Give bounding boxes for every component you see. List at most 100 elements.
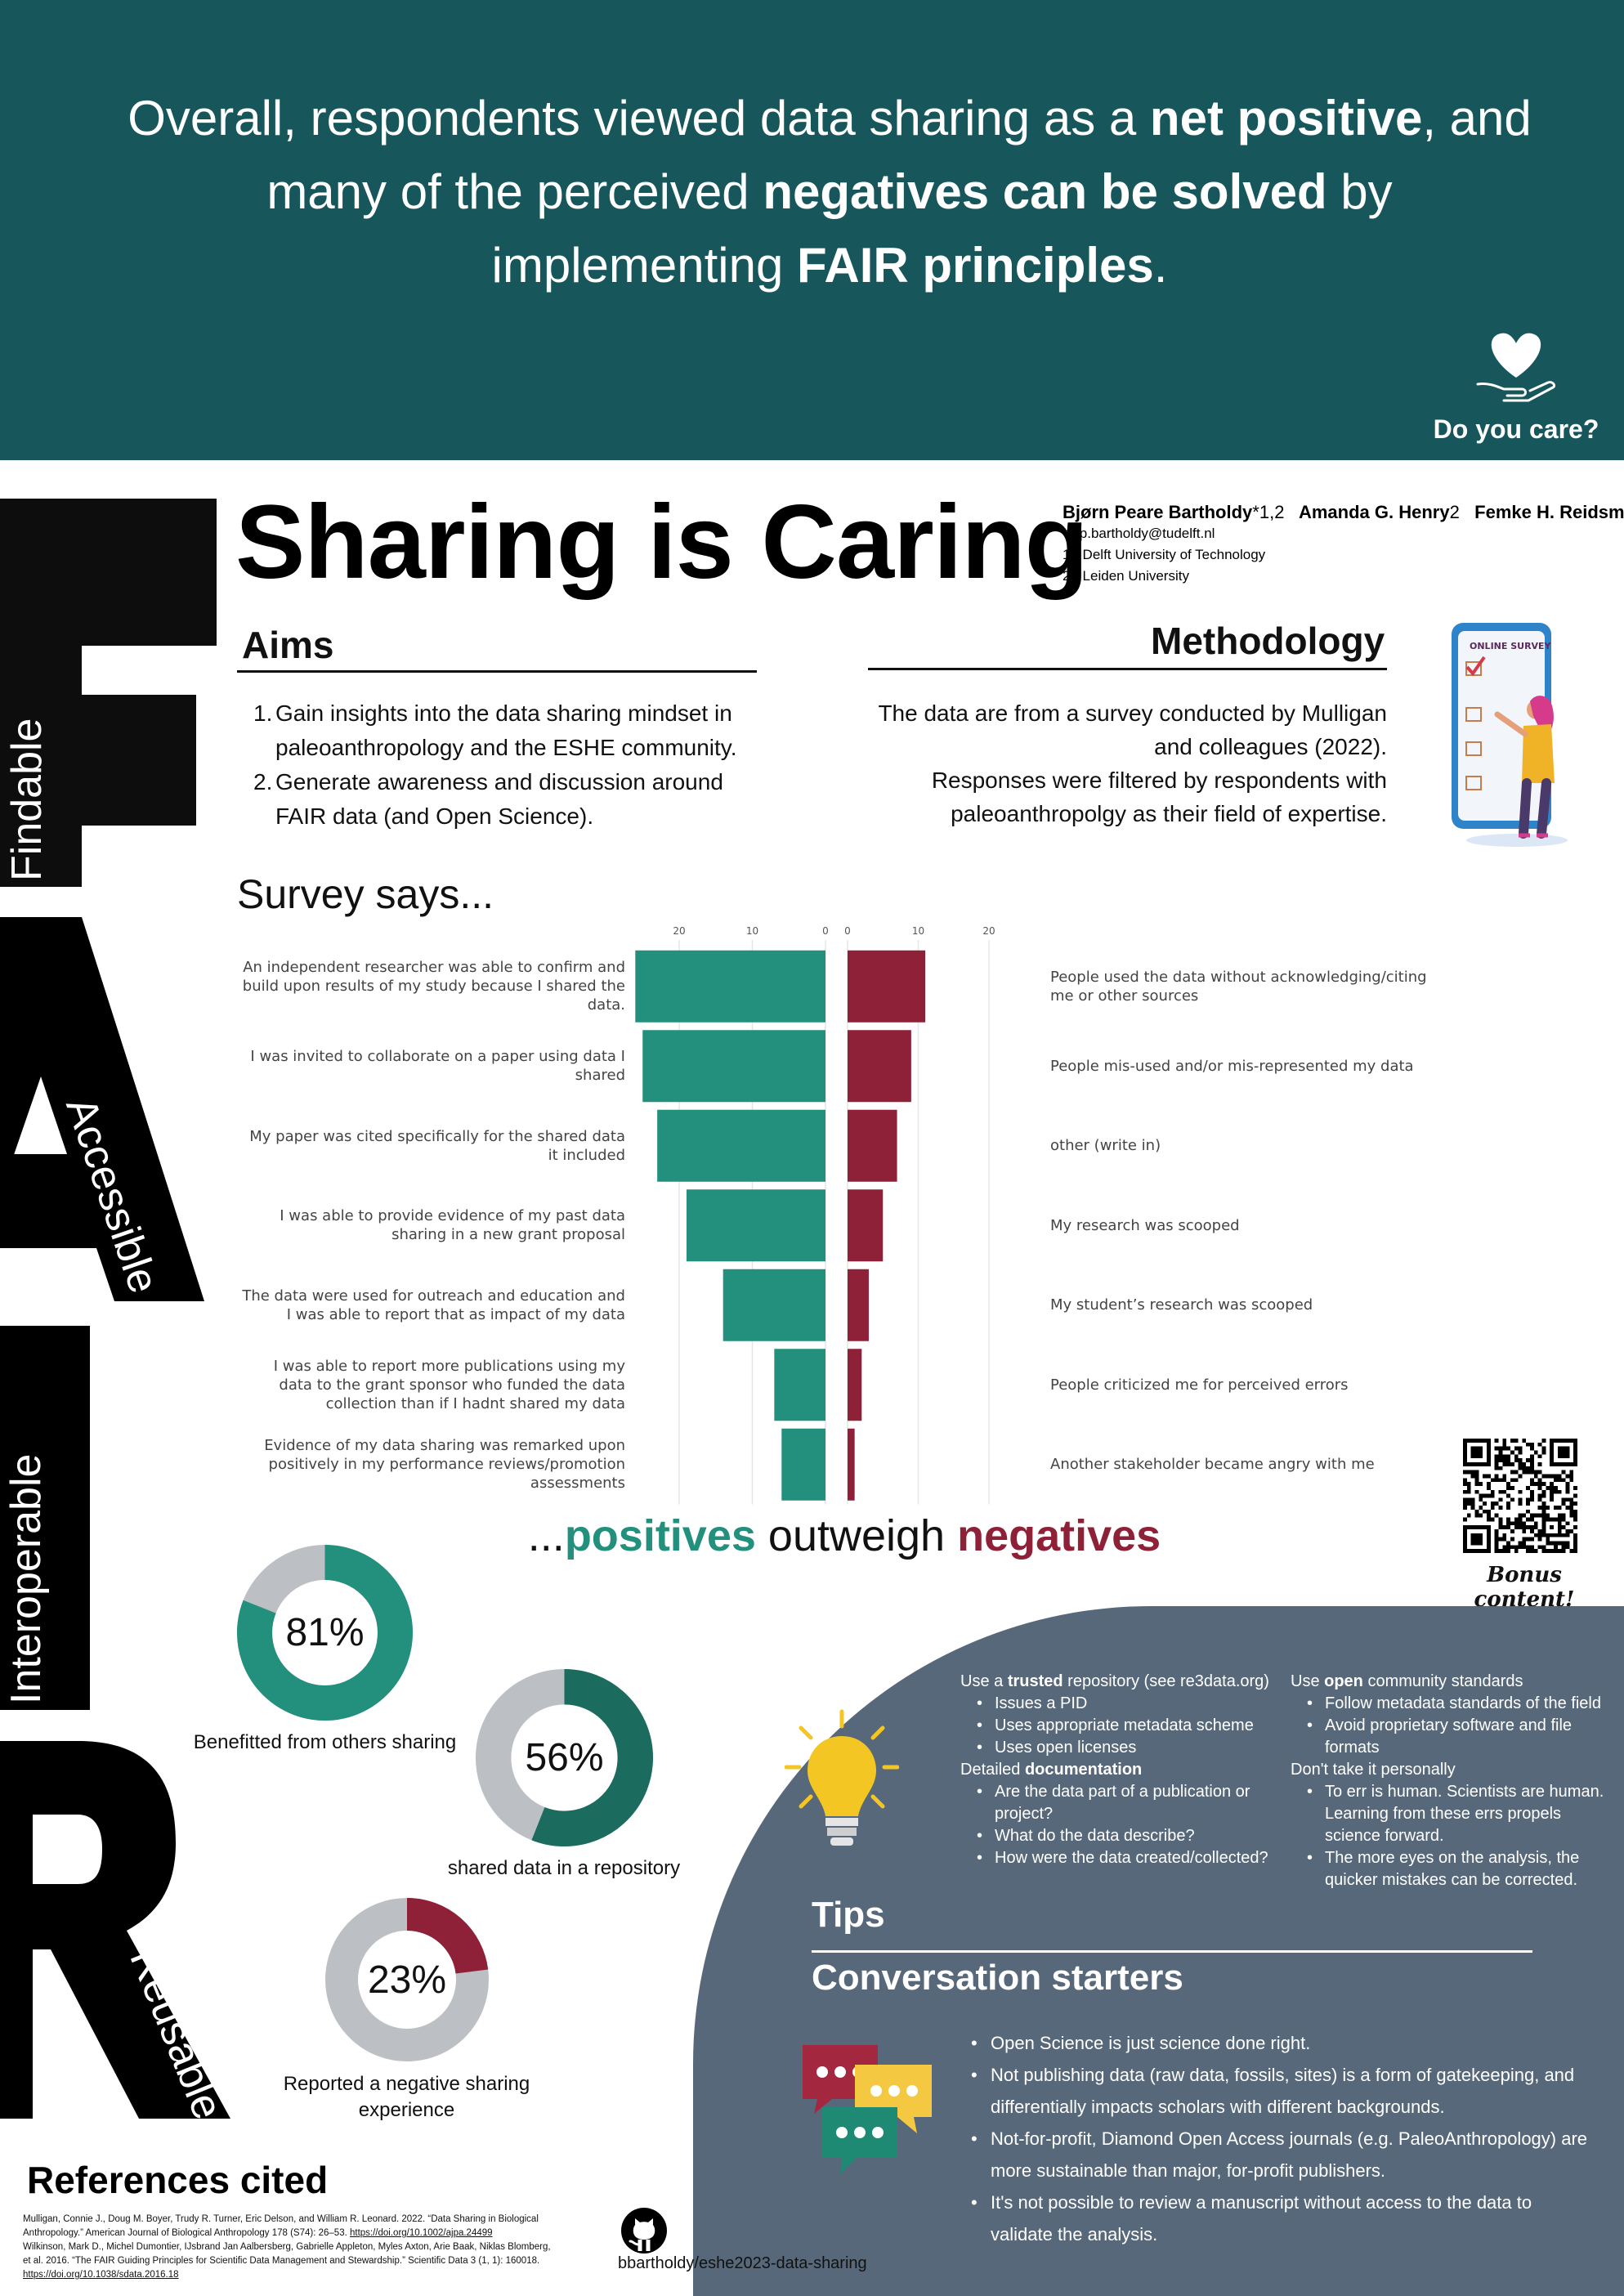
category-label-positive: I was able to report more publications u…: [273, 1357, 625, 1412]
aims-item: 2. Generate awareness and discussion arou…: [253, 769, 723, 829]
tips-column-1: Use a trusted repository (see re3data.or…: [960, 1671, 1283, 1869]
bar-positive: [774, 1349, 825, 1421]
author-affiliation-index: *1,2: [1252, 502, 1285, 522]
header-banner: Overall, respondents viewed data sharing…: [0, 0, 1624, 460]
github-icon[interactable]: [619, 2205, 669, 2256]
open-standards-list: Follow metadata standards of the field A…: [1307, 1693, 1616, 1759]
list-item: The more eyes on the analysis, the quick…: [1307, 1847, 1616, 1891]
online-survey-illustration: ONLINE SURVEY: [1452, 623, 1568, 847]
author-name: Amanda G. Henry: [1298, 502, 1450, 522]
author-affiliation-index: 2: [1449, 502, 1460, 522]
author-block: Bjørn Peare Bartholdy*1,2 Amanda G. Henr…: [1063, 502, 1624, 587]
donut-arc: [237, 1545, 413, 1721]
category-label-negative: People criticized me for perceived error…: [1050, 1376, 1349, 1394]
tick-label: 20: [673, 925, 685, 937]
bar-positive: [657, 1109, 825, 1182]
speech-bubbles-icon: [803, 2045, 932, 2174]
author-email: *b.p.bartholdy@tudelft.nl: [1063, 526, 1215, 541]
fair-letter-a: [0, 917, 204, 1301]
bar-positive: [642, 1030, 825, 1103]
banner-text: implementing: [491, 238, 798, 293]
lightbulb-icon: [785, 1709, 899, 1846]
bar-negative: [848, 1030, 911, 1103]
donut-arc: [475, 1668, 654, 1847]
banner-statement: Overall, respondents viewed data sharing…: [98, 82, 1561, 302]
conversation-list: Open Science is just science done right.…: [971, 2027, 1592, 2250]
survey-title: Survey says...: [237, 871, 494, 917]
survey-graphic-label: ONLINE SURVEY: [1470, 641, 1552, 651]
aims-rule: [237, 670, 757, 673]
methodology-heading: Methodology: [1151, 620, 1385, 662]
outweigh-text: outweigh: [755, 1511, 958, 1560]
outweigh-caption: ...positives outweigh negatives: [0, 1511, 1624, 1561]
affiliation-1: 1 - Delft University of Technology: [1063, 547, 1266, 562]
category-label-positive: I was invited to collaborate on a paper …: [250, 1048, 625, 1085]
list-item: Issues a PID: [977, 1693, 1283, 1715]
bar-positive: [686, 1189, 825, 1262]
author-name: Femke H. Reidsma: [1474, 502, 1624, 522]
donut-caption: Benefitted from others sharing: [193, 1731, 457, 1753]
list-item: Uses appropriate metadata scheme: [977, 1715, 1283, 1737]
donut-arc: [325, 1898, 489, 2061]
tick-label: 10: [912, 925, 924, 937]
repo-link[interactable]: bbartholdy/eshe2023-data-sharing: [618, 2254, 867, 2272]
donut-chart: [325, 1898, 489, 2061]
methodology-text: The data are from a survey conducted by …: [850, 696, 1387, 830]
category-label-negative: People mis-used and/or mis-represented m…: [1050, 1057, 1414, 1075]
donut-benefitted: 81%: [237, 1545, 413, 1721]
bar-negative: [848, 950, 926, 1023]
donut-caption: Reported a negative sharing experience: [283, 2073, 530, 2121]
aims-list: 1. Gain insights into the data sharing mi…: [253, 696, 776, 834]
methodology-paragraph: Responses were filtered by respondents w…: [931, 768, 1387, 826]
fair-word-findable: Findable: [3, 718, 51, 881]
outweigh-negatives: negatives: [957, 1511, 1161, 1560]
list-item: Follow metadata standards of the field: [1307, 1693, 1616, 1715]
bar-negative: [848, 1109, 897, 1182]
banner-emphasis: negatives can be solved: [763, 164, 1327, 219]
banner-text: many of the perceived: [266, 164, 763, 219]
bonus-label: Bonus content!: [1474, 1563, 1575, 1612]
fair-word-interoperable: Interoperable: [2, 1453, 50, 1704]
fair-letter-f: [0, 499, 217, 887]
bar-negative: [848, 1189, 884, 1262]
donut-value: 23%: [367, 1958, 447, 2002]
donut-value: 81%: [285, 1611, 365, 1654]
list-item: Not publishing data (raw data, fossils, …: [971, 2059, 1592, 2123]
bar-negative: [848, 1269, 869, 1341]
methodology-rule: [868, 668, 1387, 670]
conversation-heading: Conversation starters: [812, 1958, 1183, 1998]
tips-rule: [812, 1950, 1532, 1953]
banner-emphasis: FAIR principles: [797, 238, 1154, 293]
fair-letter-i: [0, 1326, 90, 1710]
tips-heading: Tips: [812, 1895, 885, 1935]
list-item: How were the data created/collected?: [977, 1847, 1283, 1869]
references-heading: References cited: [27, 2159, 329, 2201]
documentation-list: Are the data part of a publication or pr…: [977, 1781, 1283, 1869]
donut-chart: [237, 1545, 413, 1721]
category-label-negative: My student’s research was scooped: [1050, 1296, 1313, 1314]
fair-letter-r: [0, 1741, 230, 2119]
category-label-negative: other (write in): [1050, 1137, 1161, 1155]
tick-label: 0: [822, 925, 829, 937]
list-item: Open Science is just science done right.: [971, 2027, 1592, 2059]
aims-heading: Aims: [242, 624, 334, 666]
donut-chart: [475, 1668, 654, 1847]
list-item: To err is human. Scientists are human. L…: [1307, 1781, 1616, 1847]
qr-code[interactable]: [1463, 1439, 1577, 1553]
category-label-positive: The data were used for outreach and educ…: [242, 1287, 625, 1323]
bar-positive: [781, 1428, 825, 1501]
reference-item: Mulligan, Connie J., Doug M. Boyer, Trud…: [23, 2214, 539, 2238]
banner-emphasis: net positive: [1149, 91, 1423, 145]
author-names: Bjørn Peare Bartholdy*1,2 Amanda G. Henr…: [1063, 502, 1624, 523]
personal-list: To err is human. Scientists are human. L…: [1307, 1781, 1616, 1891]
banner-text: Overall, respondents viewed data sharing…: [128, 91, 1150, 145]
reference-link[interactable]: https://doi.org/10.1002/ajpa.24499: [349, 2228, 493, 2238]
reference-link[interactable]: https://doi.org/10.1038/sdata.2016.18: [23, 2270, 179, 2280]
donut-value: 56%: [525, 1736, 604, 1779]
category-label-positive: I was able to provide evidence of my pas…: [280, 1207, 625, 1244]
reference-item: Wilkinson, Mark D., Michel Dumontier, IJ…: [23, 2242, 551, 2280]
donut-repository: 56%: [475, 1668, 654, 1847]
banner-text: by: [1326, 164, 1393, 219]
heart-hand-icon: [1476, 333, 1556, 402]
category-label-negative: My research was scooped: [1050, 1216, 1240, 1234]
